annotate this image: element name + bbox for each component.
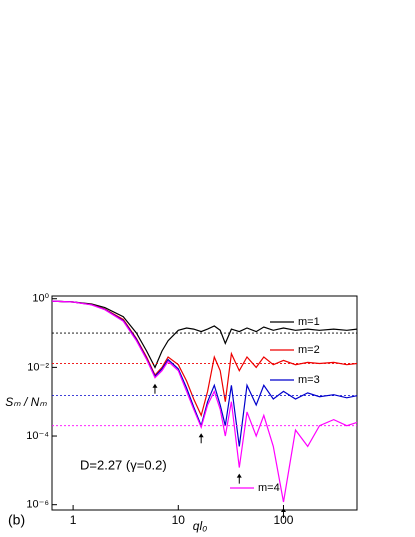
series-line (51, 300, 358, 447)
x-tick-label: 100 (273, 513, 293, 527)
y-tick-label: 10⁻⁴ (26, 430, 49, 442)
plot-frame (51, 295, 358, 511)
arrow-head (152, 383, 158, 388)
arrow-head (280, 507, 286, 512)
legend-label: m=2 (298, 344, 320, 356)
panel-label: (b) (8, 512, 25, 528)
arrow-head (236, 473, 242, 478)
annotation: D=2.27 (γ=0.2) (80, 457, 167, 472)
legend-label: m=4 (258, 482, 280, 494)
y-axis-label: Sₘ / Nₘ (5, 395, 47, 409)
series-line (51, 300, 358, 418)
legend-label: m=3 (298, 374, 320, 386)
legend-label: m=1 (298, 316, 320, 328)
x-axis-label: ql₀ (193, 519, 207, 533)
y-tick-label: 10⁻⁶ (26, 499, 49, 511)
x-tick-label: 1 (70, 513, 77, 527)
y-tick-label: 10⁰ (32, 293, 49, 305)
y-tick-label: 10⁻² (27, 361, 49, 373)
series-line (51, 300, 358, 503)
series-line (51, 300, 358, 369)
x-tick-label: 10 (172, 513, 186, 527)
arrow-head (198, 433, 204, 438)
